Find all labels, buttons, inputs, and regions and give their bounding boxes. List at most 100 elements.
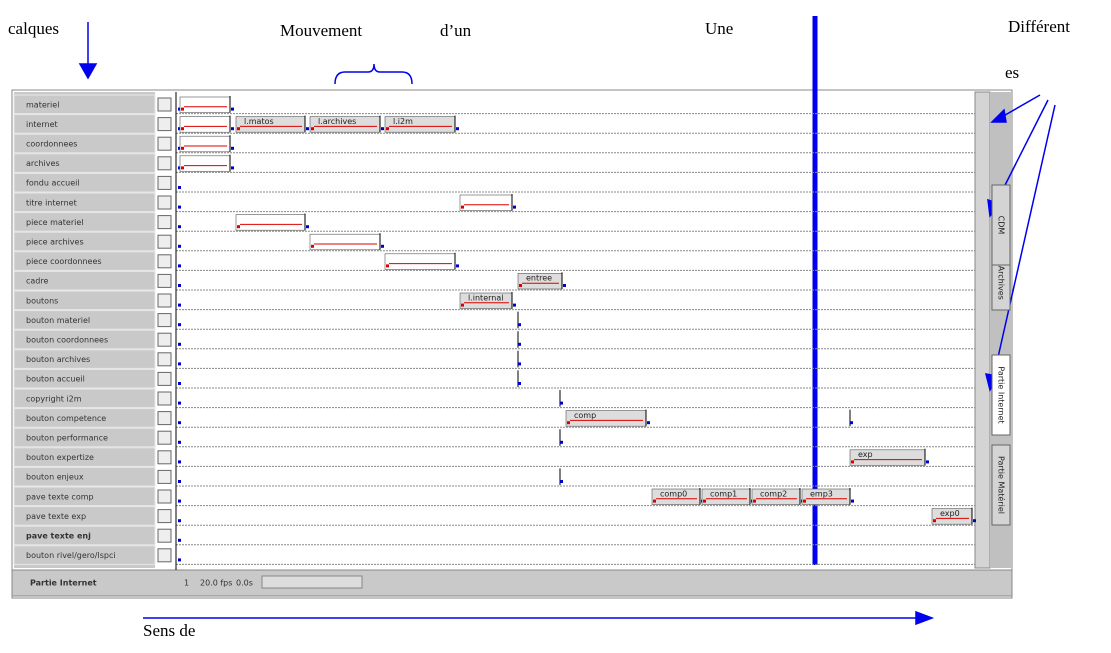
- tween[interactable]: [180, 117, 230, 133]
- layer-icon: [158, 549, 171, 562]
- start-key: [461, 304, 464, 307]
- tween-label: comp: [574, 411, 596, 420]
- layer-icon: [158, 431, 171, 444]
- tween[interactable]: [460, 195, 512, 211]
- first-keyframe: [178, 441, 181, 444]
- keyframe: [518, 343, 521, 346]
- layer-icon: [158, 314, 171, 327]
- start-key: [386, 127, 389, 130]
- tab-label: Partie Internet: [997, 366, 1006, 423]
- end-key: [926, 460, 929, 463]
- tween[interactable]: [180, 156, 230, 172]
- keyframe: [850, 421, 853, 424]
- tween-label: exp0: [940, 509, 960, 518]
- layer-name: copyright i2m: [26, 394, 82, 403]
- start-key: [311, 127, 314, 130]
- tween[interactable]: [310, 234, 380, 250]
- keyframe: [518, 382, 521, 385]
- layer-icon: [158, 255, 171, 268]
- annotation: Mouvement: [280, 21, 362, 40]
- scene-name[interactable]: Partie Internet: [30, 579, 97, 588]
- end-key: [456, 127, 459, 130]
- first-keyframe: [178, 558, 181, 561]
- layer-name: coordonnees: [26, 140, 77, 149]
- layer-name: titre internet: [26, 198, 77, 207]
- layer-name: piece coordonnees: [26, 257, 102, 266]
- layer-icon: [158, 529, 171, 542]
- tween-label: l.archives: [318, 117, 356, 126]
- layer-name: fondu accueil: [26, 179, 80, 188]
- annotation: Sens de: [143, 621, 195, 640]
- tween[interactable]: [385, 254, 455, 270]
- annotation: es: [1005, 63, 1019, 82]
- layer-icon: [158, 470, 171, 483]
- end-key: [456, 264, 459, 267]
- layer-name: piece materiel: [26, 218, 84, 227]
- h-scroll[interactable]: [262, 576, 362, 588]
- first-keyframe: [178, 519, 181, 522]
- layer-name: piece archives: [26, 238, 84, 247]
- start-key: [753, 500, 756, 503]
- layer-name: bouton materiel: [26, 316, 90, 325]
- tab-label: CDM: [997, 216, 1006, 235]
- layer-name: bouton performance: [26, 434, 108, 443]
- first-keyframe: [178, 323, 181, 326]
- layer-icon: [158, 176, 171, 189]
- tween-label: comp0: [660, 489, 687, 498]
- layer-name: materiel: [26, 100, 59, 109]
- layer-name: bouton competence: [26, 414, 106, 423]
- tween-label: entree: [526, 274, 552, 283]
- end-key: [381, 127, 384, 130]
- first-keyframe: [178, 186, 181, 189]
- layer-name: cadre: [26, 277, 48, 286]
- end-key: [647, 421, 650, 424]
- tween-label: exp: [858, 450, 873, 459]
- layer-icon: [158, 196, 171, 209]
- start-key: [386, 264, 389, 267]
- scrollbar[interactable]: [975, 92, 990, 568]
- layer-name: pave texte enj: [26, 532, 91, 541]
- tab-label: Partie Matériel: [997, 456, 1007, 514]
- end-key: [231, 108, 234, 111]
- end-key: [513, 304, 516, 307]
- layer-icon: [158, 490, 171, 503]
- first-keyframe: [178, 382, 181, 385]
- first-keyframe: [178, 421, 181, 424]
- time: 0.0s: [236, 579, 253, 588]
- tween[interactable]: [236, 215, 305, 231]
- keyframe: [560, 480, 563, 483]
- tween-label: l.matos: [244, 117, 274, 126]
- layer-name: bouton enjeux: [26, 473, 84, 482]
- start-key: [461, 206, 464, 209]
- layer-icon: [158, 372, 171, 385]
- start-key: [933, 519, 936, 522]
- end-key: [231, 166, 234, 169]
- end-key: [231, 127, 234, 130]
- first-keyframe: [178, 402, 181, 405]
- tween-label: l.i2m: [393, 117, 413, 126]
- layer-name: pave texte exp: [26, 512, 86, 521]
- end-key: [306, 127, 309, 130]
- keyframe: [518, 362, 521, 365]
- layer-name: pave texte comp: [26, 492, 94, 501]
- layer-name: bouton accueil: [26, 375, 85, 384]
- layer-name: archives: [26, 159, 60, 168]
- first-keyframe: [178, 362, 181, 365]
- layer-icon: [158, 333, 171, 346]
- layer-name: boutons: [26, 296, 58, 305]
- end-key: [513, 206, 516, 209]
- tween-label: emp3: [810, 489, 833, 498]
- tween[interactable]: [180, 136, 230, 152]
- layer-name: internet: [26, 120, 58, 129]
- tween[interactable]: [180, 97, 230, 113]
- end-key: [973, 519, 976, 522]
- tween-label: l.internal: [468, 293, 503, 302]
- first-keyframe: [178, 245, 181, 248]
- start-key: [181, 127, 184, 130]
- layer-icon: [158, 98, 171, 111]
- start-key: [851, 460, 854, 463]
- layer-icon: [158, 216, 171, 229]
- layer-name: bouton expertize: [26, 453, 94, 462]
- layer-name: bouton coordonnees: [26, 336, 108, 345]
- keyframe: [518, 323, 521, 326]
